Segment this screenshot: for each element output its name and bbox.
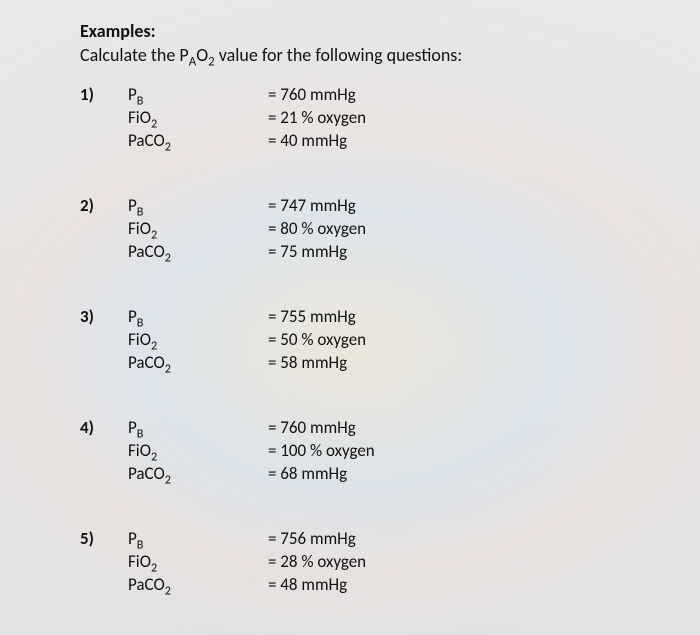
label-fio2: FiO2 (128, 440, 268, 463)
labels-column: PBFiO2PaCO2 (128, 528, 268, 597)
values-column: = 760 mmHg= 100 % oxygen= 68 mmHg (268, 417, 375, 486)
value-pb: = 755 mmHg (268, 306, 366, 329)
problem-number: 2) (80, 195, 128, 218)
value-paco2: = 68 mmHg (268, 463, 375, 486)
instruction-line: Calculate the PAO2 value for the followi… (80, 44, 660, 66)
label-paco2: PaCO2 (128, 574, 268, 597)
problem-number: 3) (80, 306, 128, 329)
problem-row: 5)PBFiO2PaCO2= 756 mmHg= 28 % oxygen= 48… (80, 528, 660, 597)
label-pb: PB (128, 195, 268, 218)
problem-row: 4)PBFiO2PaCO2= 760 mmHg= 100 % oxygen= 6… (80, 417, 660, 486)
instruction-suffix: value for the following questions: (215, 44, 462, 66)
value-fio2: = 21 % oxygen (268, 107, 366, 130)
value-fio2: = 80 % oxygen (268, 218, 366, 241)
problem-row: 3)PBFiO2PaCO2= 755 mmHg= 50 % oxygen= 58… (80, 306, 660, 375)
values-column: = 760 mmHg= 21 % oxygen= 40 mmHg (268, 84, 366, 153)
values-column: = 756 mmHg= 28 % oxygen= 48 mmHg (268, 528, 366, 597)
value-pb: = 756 mmHg (268, 528, 366, 551)
values-column: = 755 mmHg= 50 % oxygen= 58 mmHg (268, 306, 366, 375)
problem-row: 1)PBFiO2PaCO2= 760 mmHg= 21 % oxygen= 40… (80, 84, 660, 153)
label-pb: PB (128, 306, 268, 329)
value-paco2: = 48 mmHg (268, 574, 366, 597)
label-pb: PB (128, 417, 268, 440)
heading: Examples: (80, 20, 660, 42)
document-page: Examples: Calculate the PAO2 value for t… (80, 20, 660, 597)
value-pb: = 760 mmHg (268, 84, 366, 107)
label-paco2: PaCO2 (128, 463, 268, 486)
label-pb: PB (128, 84, 268, 107)
problem-number: 5) (80, 528, 128, 551)
value-fio2: = 50 % oxygen (268, 329, 366, 352)
instruction-sub-2: 2 (208, 55, 215, 70)
labels-column: PBFiO2PaCO2 (128, 84, 268, 153)
problem-row: 2)PBFiO2PaCO2= 747 mmHg= 80 % oxygen= 75… (80, 195, 660, 264)
label-fio2: FiO2 (128, 218, 268, 241)
labels-column: PBFiO2PaCO2 (128, 417, 268, 486)
problems-list: 1)PBFiO2PaCO2= 760 mmHg= 21 % oxygen= 40… (80, 84, 660, 597)
value-paco2: = 40 mmHg (268, 130, 366, 153)
value-paco2: = 75 mmHg (268, 241, 366, 264)
values-column: = 747 mmHg= 80 % oxygen= 75 mmHg (268, 195, 366, 264)
instruction-mid: O (196, 44, 208, 66)
value-fio2: = 28 % oxygen (268, 551, 366, 574)
instruction-prefix: Calculate the P (80, 44, 189, 66)
value-paco2: = 58 mmHg (268, 352, 366, 375)
value-pb: = 760 mmHg (268, 417, 375, 440)
label-fio2: FiO2 (128, 107, 268, 130)
labels-column: PBFiO2PaCO2 (128, 306, 268, 375)
problem-number: 1) (80, 84, 128, 107)
label-pb: PB (128, 528, 268, 551)
label-paco2: PaCO2 (128, 130, 268, 153)
label-fio2: FiO2 (128, 551, 268, 574)
value-pb: = 747 mmHg (268, 195, 366, 218)
problem-number: 4) (80, 417, 128, 440)
labels-column: PBFiO2PaCO2 (128, 195, 268, 264)
label-fio2: FiO2 (128, 329, 268, 352)
label-paco2: PaCO2 (128, 352, 268, 375)
label-paco2: PaCO2 (128, 241, 268, 264)
value-fio2: = 100 % oxygen (268, 440, 375, 463)
